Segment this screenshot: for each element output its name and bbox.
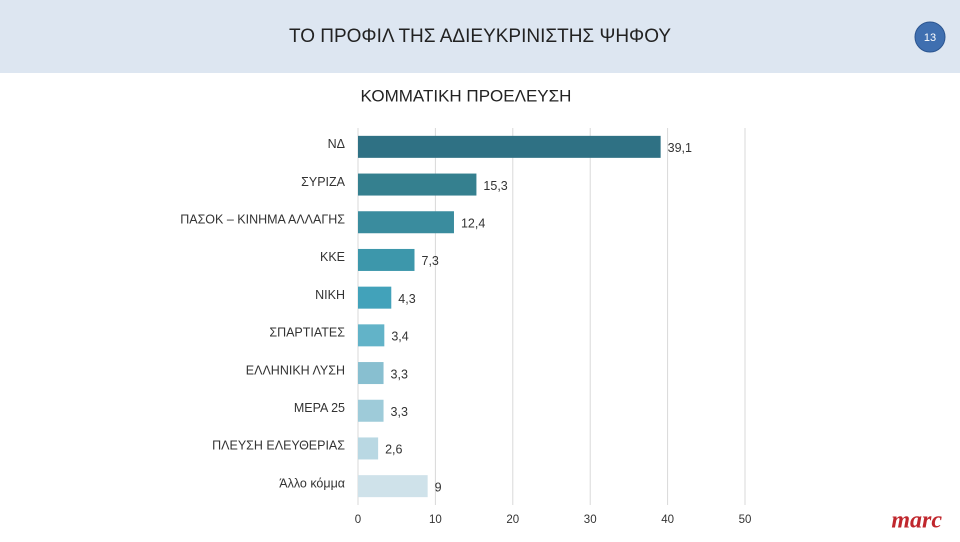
value-label: 7,3: [422, 254, 439, 268]
slide-title: ΤΟ ΠΡΟΦΙΛ ΤΗΣ ΑΔΙΕΥΚΡΙΝΙΣΤΗΣ ΨΗΦΟΥ: [289, 26, 671, 47]
value-label: 4,3: [398, 292, 415, 306]
bar: [358, 437, 379, 460]
value-label: 3,4: [391, 330, 408, 344]
x-tick-label: 50: [739, 514, 752, 526]
y-tick-label: ΠΑΣΟΚ – ΚΙΝΗΜΑ ΑΛΛΑΓΗΣ: [180, 213, 345, 227]
y-tick-label: ΣΥΡΙΖΑ: [301, 175, 346, 189]
value-label: 3,3: [391, 405, 408, 419]
page-number: 13: [924, 32, 936, 44]
x-tick-label: 40: [661, 514, 674, 526]
x-tick-label: 20: [506, 514, 519, 526]
x-tick-label: 30: [584, 514, 597, 526]
y-tick-label: Άλλο κόμμα: [279, 476, 345, 490]
header-band: [0, 0, 960, 73]
y-tick-label: ΠΛΕΥΣΗ ΕΛΕΥΘΕΡΙΑΣ: [212, 439, 345, 453]
bar: [358, 475, 428, 498]
bar: [358, 135, 661, 158]
x-tick-label: 10: [429, 514, 442, 526]
y-tick-label: ΜΕΡΑ 25: [294, 401, 345, 415]
y-tick-label: ΚΚΕ: [320, 250, 345, 264]
logo: marc: [891, 508, 942, 534]
bar: [358, 211, 454, 234]
value-label: 12,4: [461, 217, 485, 231]
y-tick-label: ΝΔ: [328, 137, 345, 151]
bar: [358, 399, 384, 422]
bar: [358, 173, 477, 196]
y-tick-label: ΝΙΚΗ: [315, 288, 345, 302]
bar: [358, 324, 385, 347]
bar: [358, 362, 384, 385]
bar: [358, 286, 392, 309]
value-label: 39,1: [668, 141, 692, 155]
x-tick-label: 0: [355, 514, 361, 526]
bar: [358, 248, 415, 271]
value-label: 9: [435, 480, 442, 494]
page-badge: [914, 21, 946, 53]
y-tick-label: ΕΛΛΗΝΙΚΗ ΛΥΣΗ: [246, 363, 345, 377]
y-tick-label: ΣΠΑΡΤΙΑΤΕΣ: [269, 326, 345, 340]
value-label: 2,6: [385, 443, 402, 457]
value-label: 3,3: [391, 367, 408, 381]
chart-title: ΚΟΜΜΑΤΙΚΗ ΠΡΟΕΛΕΥΣΗ: [361, 86, 572, 105]
value-label: 15,3: [483, 179, 507, 193]
